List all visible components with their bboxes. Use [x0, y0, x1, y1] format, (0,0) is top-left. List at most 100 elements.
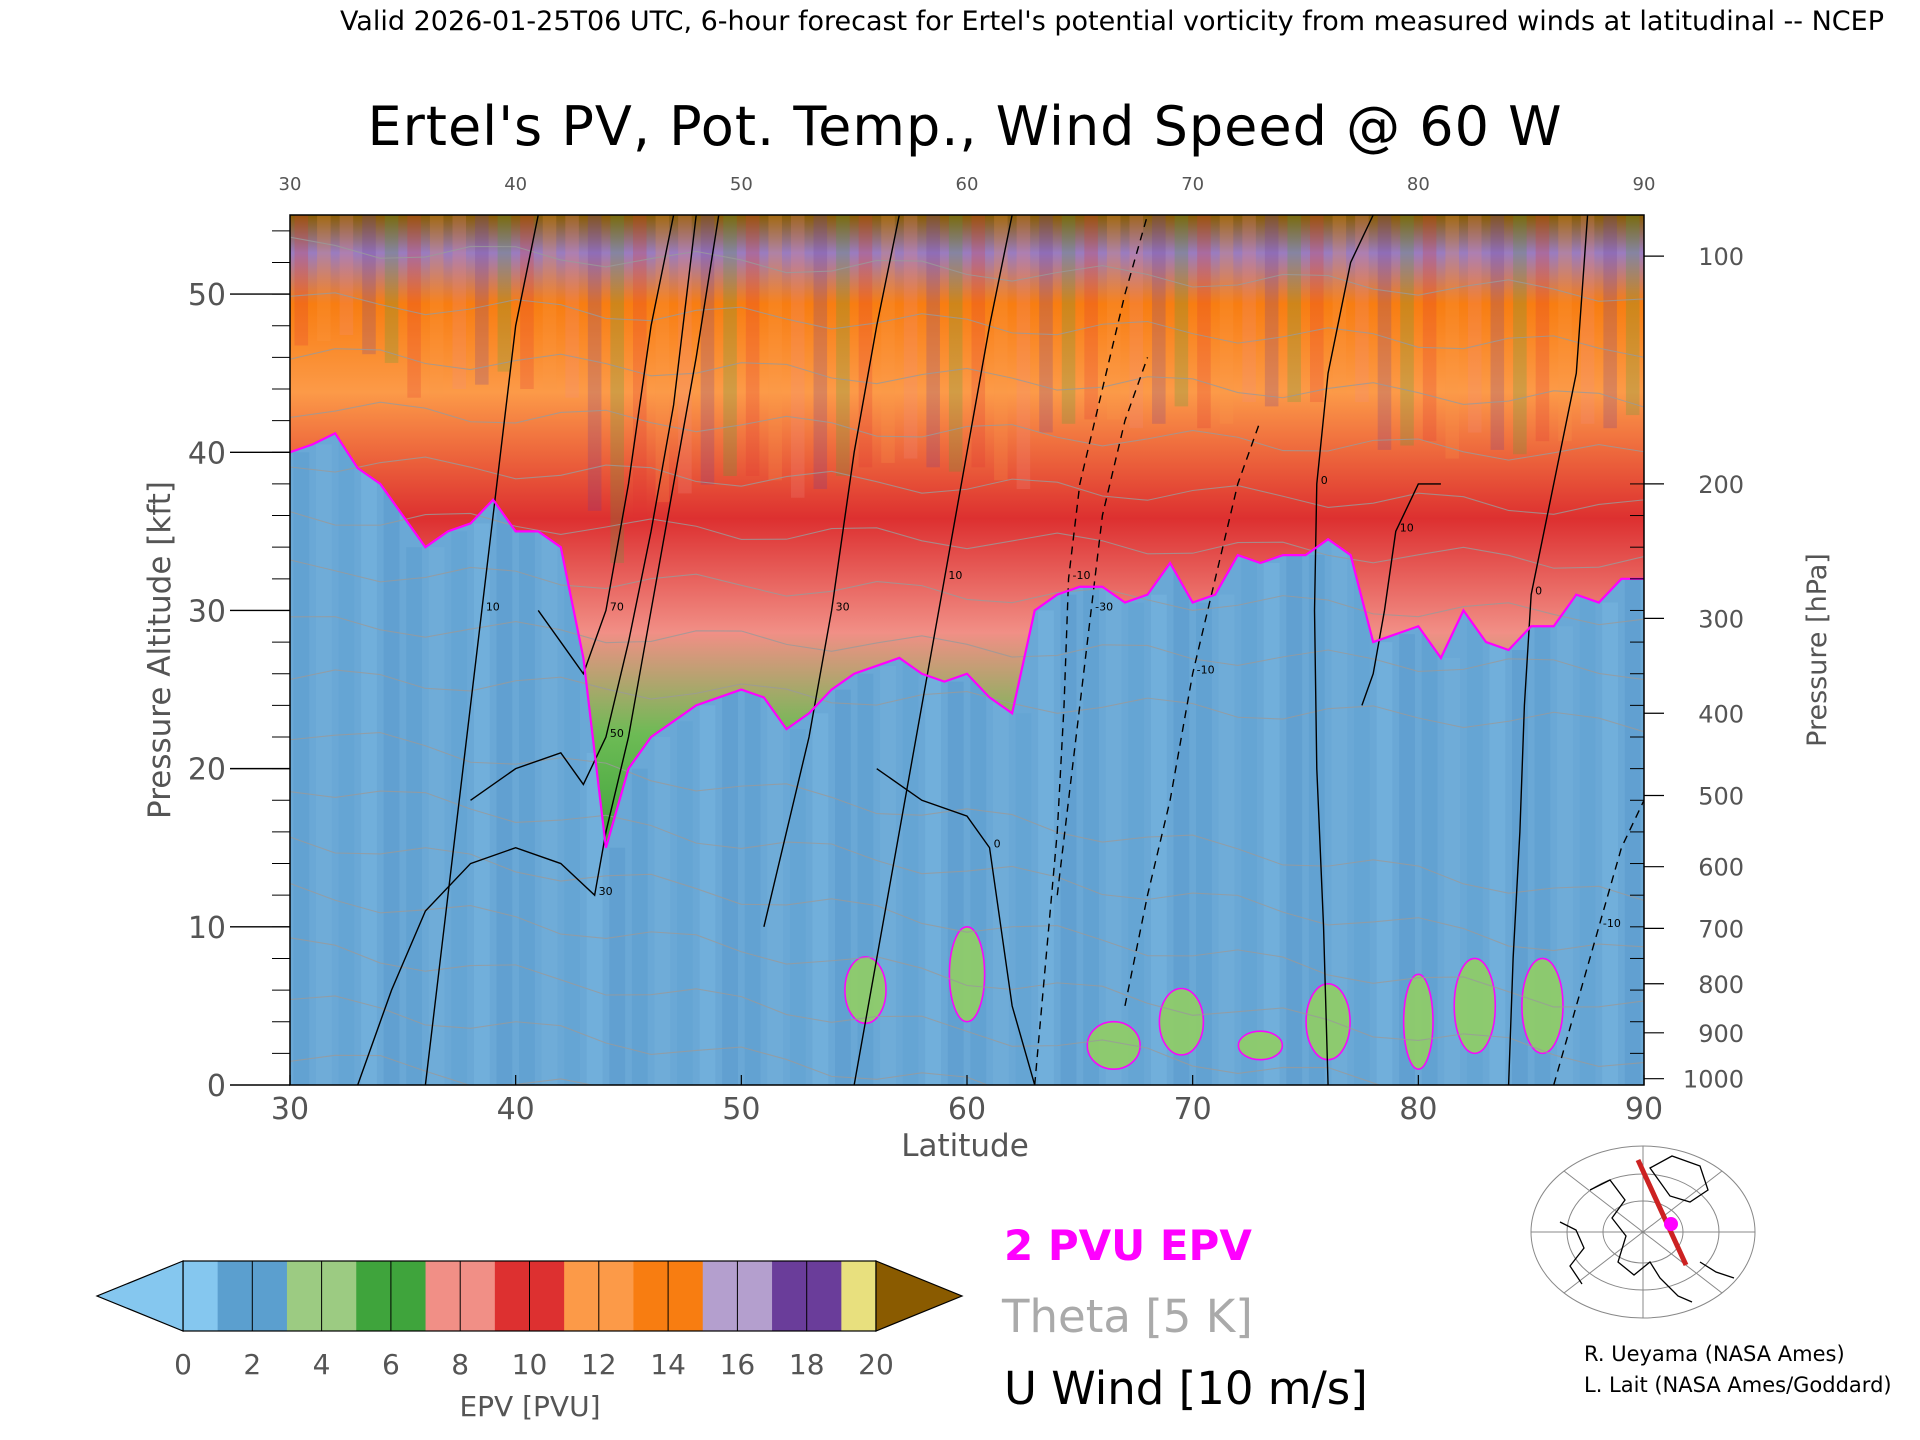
- strat-streak: [790, 215, 805, 498]
- strat-streak: [1061, 215, 1076, 424]
- trop-streak: [1263, 563, 1280, 1085]
- trop-streak: [293, 452, 310, 1085]
- strat-streak: [1625, 215, 1640, 416]
- u-wind-contour-label: 70: [610, 600, 624, 613]
- legend-wind: U Wind [10 m/s]: [1004, 1362, 1368, 1415]
- latitude-tick-label: 80: [1399, 1092, 1437, 1127]
- strat-streak: [1513, 215, 1527, 455]
- u-wind-contour: [1361, 483, 1441, 706]
- colorbar-tick-label: 4: [313, 1348, 331, 1381]
- left-kft-ticks: 0 10 20 30 40 50: [188, 230, 290, 1104]
- trop-streak: [428, 547, 445, 1085]
- strat-streak: [903, 215, 918, 459]
- inset-map: [1530, 1145, 1756, 1319]
- latitude-top-tick-label: 80: [1407, 174, 1430, 195]
- colorbar-label: EPV [PVU]: [459, 1390, 600, 1423]
- strat-streak: [1490, 215, 1505, 450]
- trop-streak: [767, 697, 784, 1085]
- trop-streak: [1331, 539, 1348, 1085]
- trop-streak: [1038, 610, 1054, 1085]
- strat-streak: [339, 215, 354, 336]
- trop-streak: [1308, 555, 1325, 1085]
- latitude-tick-label: 70: [1174, 1092, 1212, 1127]
- u-wind-contour-label: 0: [994, 838, 1001, 851]
- trop-streak: [631, 768, 648, 1085]
- trop-streak: [1128, 602, 1145, 1085]
- strat-streak: [317, 215, 331, 342]
- strat-streak: [1422, 215, 1437, 442]
- colorbar-over-arrow: [875, 1260, 964, 1332]
- surface-pv-patch: [1237, 1030, 1284, 1061]
- latitude-top-tick-label: 60: [956, 174, 979, 195]
- u-wind-contour-label: -10: [1073, 569, 1091, 582]
- colorbar-swatch: [321, 1261, 357, 1331]
- theta-contour: [290, 348, 1644, 408]
- trop-streak: [902, 657, 919, 1085]
- colorbar-swatch: [286, 1261, 323, 1331]
- surface-pv-patch: [1086, 1020, 1141, 1070]
- colorbar-swatch: [564, 1261, 600, 1331]
- trop-streak: [1354, 555, 1370, 1085]
- trop-streak: [1196, 602, 1212, 1085]
- trop-streak: [722, 689, 738, 1085]
- strat-streak: [1603, 215, 1617, 429]
- kft-tick-label: 20: [188, 753, 226, 788]
- strat-streak: [700, 215, 715, 485]
- kft-tick-label: 40: [188, 436, 226, 471]
- colorbar-tick-label: 10: [512, 1348, 548, 1381]
- theta-contour: [290, 937, 1382, 1085]
- strat-streak: [881, 215, 895, 463]
- strat-streak: [948, 215, 963, 472]
- trop-streak: [925, 673, 942, 1085]
- latitude-top-tick-label: 70: [1181, 174, 1204, 195]
- strat-streak: [1445, 215, 1459, 459]
- theta-contour: [290, 882, 1644, 1068]
- trop-streak: [812, 713, 829, 1085]
- u-wind-negative-contour: [1056, 357, 1149, 896]
- hpa-tick-label: 500: [1698, 783, 1744, 811]
- hpa-tick-label: 1000: [1683, 1066, 1744, 1094]
- hpa-tick-label: 700: [1698, 915, 1744, 943]
- latitude-tick-label: 90: [1625, 1092, 1663, 1127]
- colorbar-tick-label: 16: [720, 1348, 756, 1381]
- latitude-top-tick-label: 40: [504, 174, 527, 195]
- colorbar-swatch: [425, 1261, 461, 1331]
- colorbar-swatch: [841, 1261, 877, 1331]
- trop-streak: [947, 681, 964, 1085]
- theta-contour: [290, 732, 1644, 901]
- surface-pv-patch: [1158, 987, 1205, 1056]
- u-wind-contour: [763, 215, 900, 927]
- trop-streak: [1150, 594, 1167, 1085]
- legend-theta: Theta [5 K]: [1001, 1290, 1253, 1343]
- theta-contour: [290, 616, 1644, 681]
- colorbar-tick-label: 0: [174, 1348, 192, 1381]
- hpa-tick-label: 200: [1698, 471, 1744, 499]
- hpa-tick-label: 100: [1698, 243, 1744, 271]
- u-wind-contour-label: 30: [599, 885, 613, 898]
- strat-streak: [858, 215, 873, 468]
- inset-map-track: [1635, 1158, 1689, 1267]
- trop-streak: [383, 483, 400, 1085]
- colorbar-swatch: [217, 1261, 253, 1331]
- trop-streak: [654, 737, 671, 1085]
- strat-streak: [1400, 215, 1414, 446]
- trop-streak: [451, 531, 468, 1085]
- u-wind-contour-label: 30: [836, 600, 850, 613]
- latitude-ticks: 30 40 50 60 70 80 90: [271, 1075, 1663, 1127]
- right-hpa-ticks: 100 200 300 400 500 600 700 800 900 1000: [1630, 243, 1744, 1094]
- trop-streak: [970, 673, 987, 1085]
- strat-streak: [475, 215, 489, 385]
- trop-streak: [744, 689, 761, 1085]
- trop-streak: [1557, 626, 1573, 1085]
- u-wind-contour-label: 10: [1400, 521, 1414, 534]
- strat-streak: [1106, 215, 1121, 420]
- trop-streak: [1015, 713, 1032, 1085]
- stratosphere-field: [290, 215, 1644, 848]
- latitude-tick-label: 50: [722, 1092, 760, 1127]
- trop-streak: [699, 705, 716, 1085]
- u-wind-contour-label: -10: [1603, 917, 1621, 930]
- u-wind-contour: [853, 215, 1013, 1085]
- strat-streak: [1467, 215, 1482, 433]
- strat-streak: [1310, 215, 1324, 403]
- u-wind-contour-label: 10: [948, 569, 962, 582]
